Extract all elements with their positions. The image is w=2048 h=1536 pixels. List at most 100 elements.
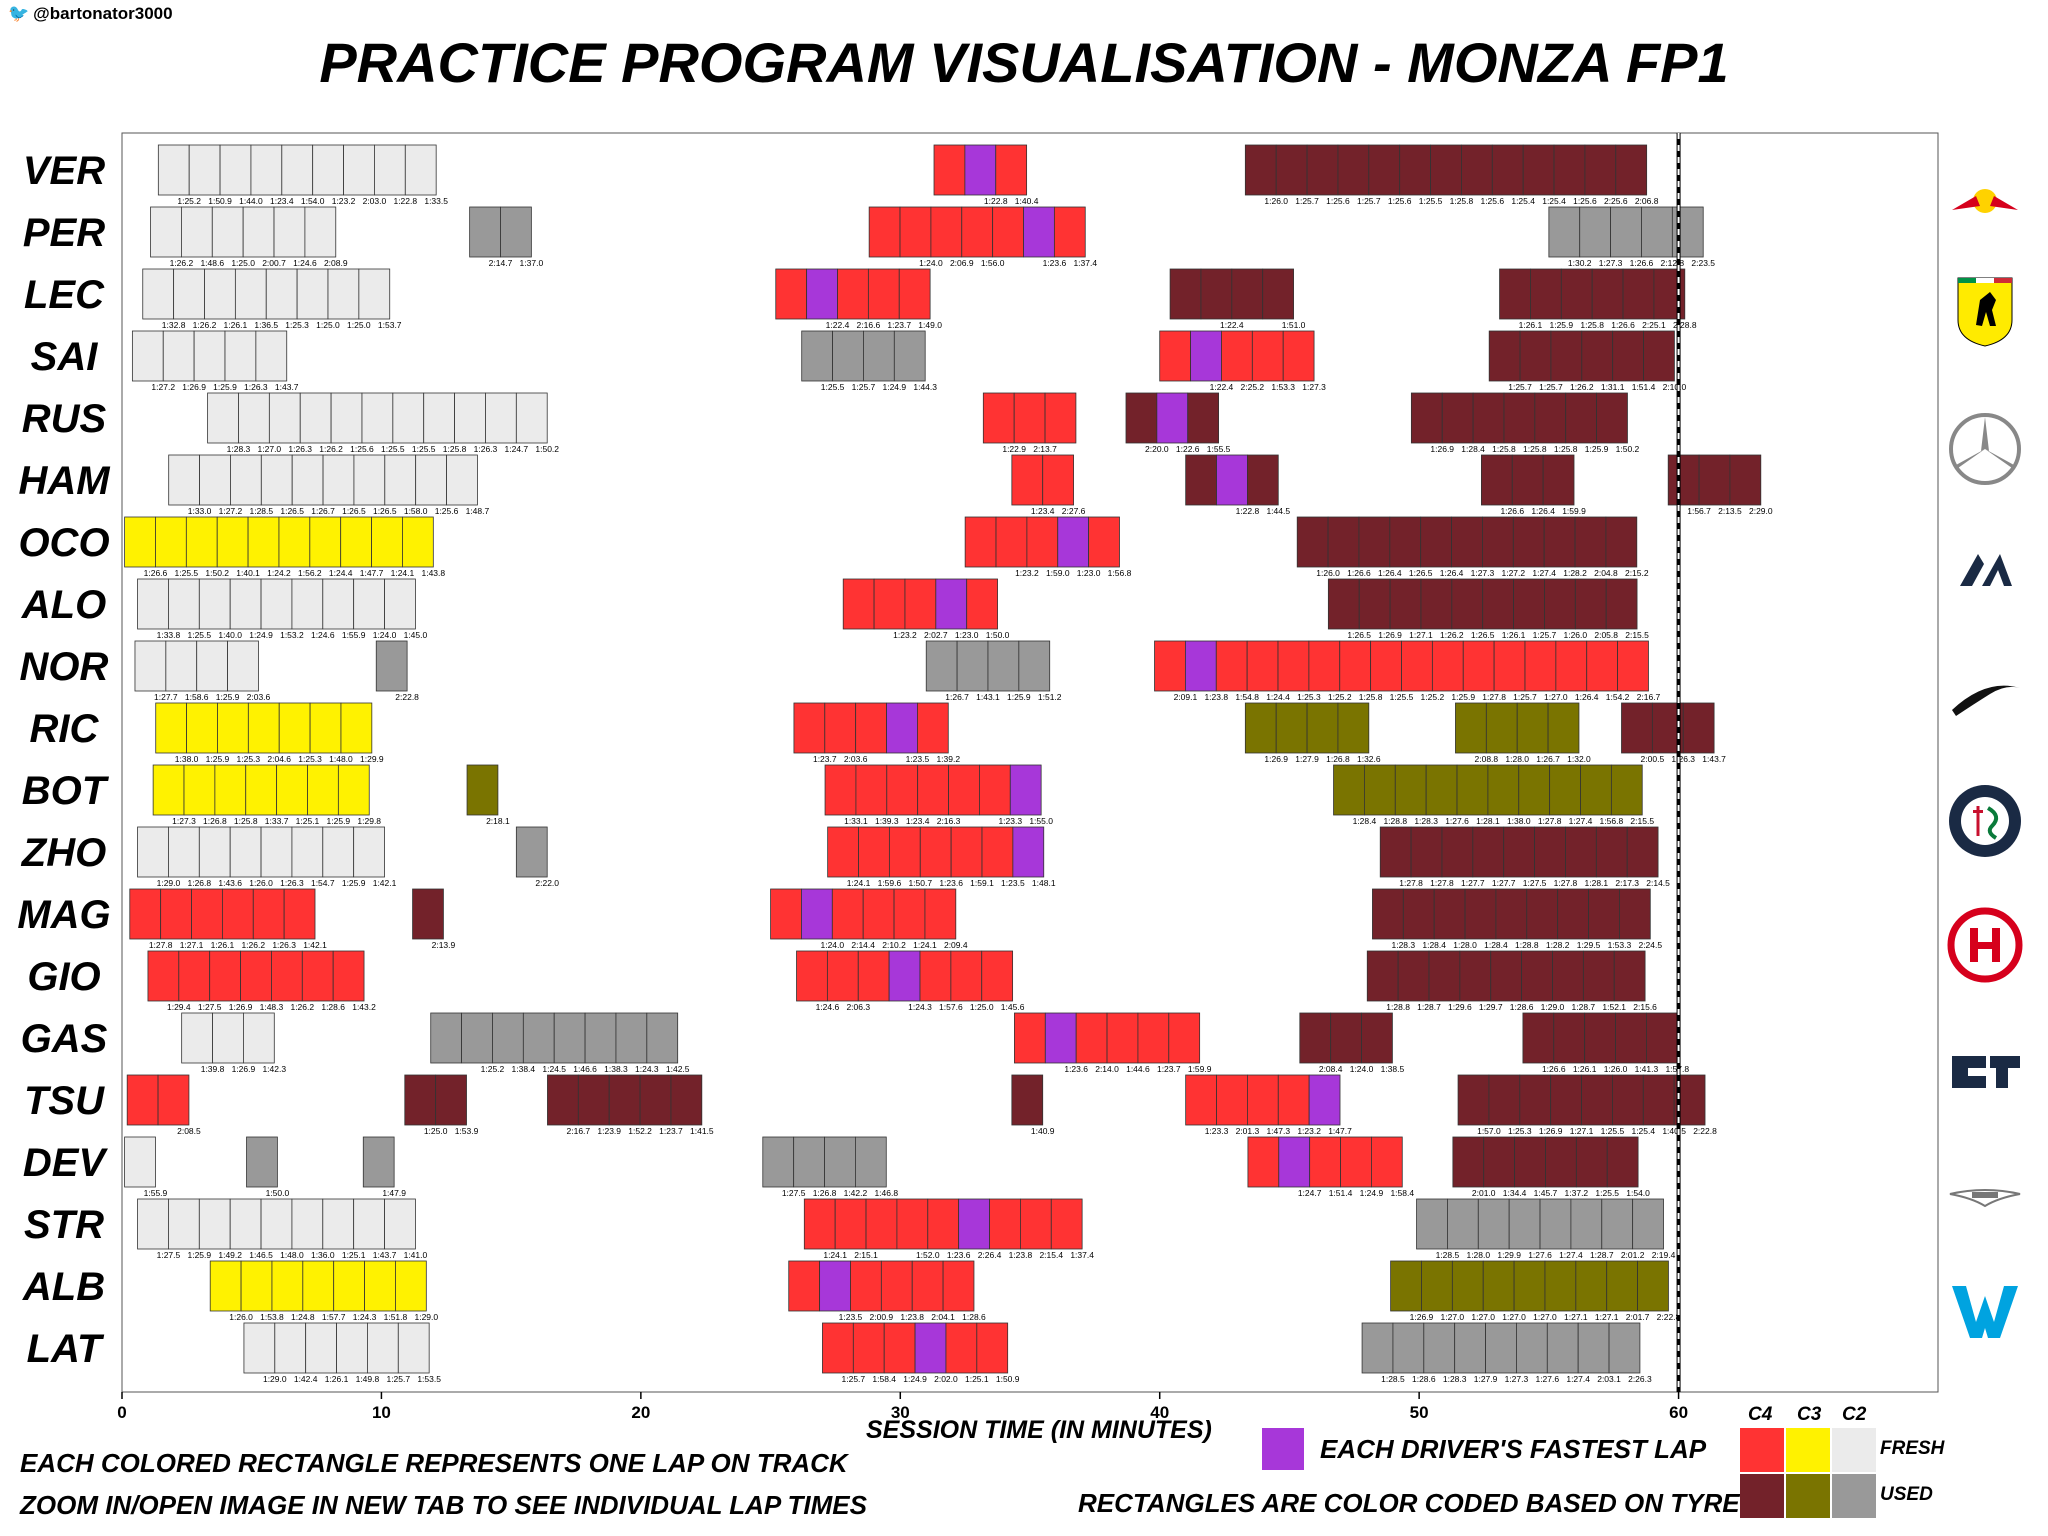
lap-rect <box>309 516 342 568</box>
lap-time-label: 1:56.8 <box>1600 816 1624 826</box>
lap-time-label: 1:47.7 <box>1328 1126 1352 1136</box>
lap-time-label: 2:22.8 <box>1657 1312 1681 1322</box>
lap-rect <box>276 764 308 816</box>
lap-rect <box>152 764 185 816</box>
lap-rect <box>322 578 355 630</box>
lap-time-label: 2:09.1 <box>1174 692 1198 702</box>
lap-time-label: 1:43.8 <box>421 568 445 578</box>
lap-rect <box>553 1012 586 1064</box>
x-tick-label: 10 <box>372 1403 391 1422</box>
lap-time-label: 1:53.8 <box>260 1312 284 1322</box>
lap-time-label: 1:28.4 <box>1484 940 1508 950</box>
lap-time-label: 1:42.1 <box>373 878 397 888</box>
lap-rect <box>1416 1198 1448 1250</box>
lap-time-label: 1:26.4 <box>1531 506 1555 516</box>
lap-rect <box>1584 144 1617 196</box>
lap-time-label: 1:22.8 <box>393 196 417 206</box>
lap-time-label: 1:27.5 <box>157 1250 181 1260</box>
lap-rect <box>822 1322 854 1374</box>
lap-rect <box>375 640 408 692</box>
lap-time-label: 1:22.4 <box>826 320 850 330</box>
lap-rect <box>299 392 332 444</box>
lap-rect <box>492 1012 524 1064</box>
lap-rect <box>886 764 919 816</box>
lap-time-label: 1:25.8 <box>1554 444 1578 454</box>
lap-time-label: 1:38.3 <box>604 1064 628 1074</box>
lap-rect <box>1379 826 1412 878</box>
driver-label: OCO <box>18 521 109 565</box>
lap-time-label: 1:25.9 <box>206 754 230 764</box>
lap-time-label: 1:26.5 <box>1347 630 1371 640</box>
lap-rect <box>831 888 864 940</box>
lap-time-label: 1:24.8 <box>291 1312 315 1322</box>
lap-rect <box>1451 1260 1484 1312</box>
lap-rect <box>1488 330 1521 382</box>
lap-time-label: 1:26.2 <box>193 320 217 330</box>
alfa-romeo-logo <box>1949 785 2021 857</box>
lap-time-label: 1:25.6 <box>1480 196 1504 206</box>
tyre-legend-grid <box>1740 1428 1878 1518</box>
lap-time-label: 1:25.7 <box>842 1374 866 1384</box>
lap-time-label: 1:55.9 <box>342 630 366 640</box>
lap-rect <box>1514 1136 1546 1188</box>
lap-rect <box>896 1198 929 1250</box>
twitter-bird-icon: 🐦 <box>8 4 30 23</box>
lap-rect <box>1544 1260 1577 1312</box>
lap-rect <box>515 826 548 878</box>
lap-rect <box>301 950 334 1002</box>
lap-time-label: 1:28.1 <box>1585 878 1609 888</box>
lap-rect <box>1512 516 1545 568</box>
lap-rect <box>1431 640 1464 692</box>
lap-rect <box>224 330 257 382</box>
lap-rect <box>1477 1198 1510 1250</box>
lap-rect <box>1358 516 1391 568</box>
lap-time-label: 1:28.4 <box>1353 816 1377 826</box>
legend-swatch-c3-used <box>1786 1474 1830 1518</box>
lap-time-label: 1:26.4 <box>1378 568 1402 578</box>
lap-rect <box>803 1198 836 1250</box>
lap-time-label: 1:23.2 <box>332 196 356 206</box>
lap-time-label: 1:27.1 <box>1570 1126 1594 1136</box>
lap-time-label: 1:27.8 <box>1482 692 1506 702</box>
lap-time-label: 2:22.8 <box>1693 1126 1717 1136</box>
lap-rect <box>260 826 293 878</box>
lap-time-label: 1:25.0 <box>316 320 340 330</box>
lap-rect <box>1454 1322 1486 1374</box>
lap-rect <box>1667 454 1700 506</box>
lap-rect <box>137 826 169 878</box>
lap-time-label: 1:24.1 <box>823 1250 847 1260</box>
lap-rect <box>322 454 355 506</box>
lap-time-label: 1:24.2 <box>267 568 291 578</box>
lap-rect <box>1337 702 1370 754</box>
lap-rect <box>271 1260 304 1312</box>
driver-label: RUS <box>22 397 107 441</box>
lap-time-label: 1:27.6 <box>1535 1374 1559 1384</box>
lap-rect <box>1524 640 1557 692</box>
lap-time-label: 1:27.8 <box>1399 878 1423 888</box>
lap-time-label: 1:25.6 <box>1573 196 1597 206</box>
lap-time-label: 1:25.3 <box>1297 692 1321 702</box>
lap-rect <box>1106 1012 1139 1064</box>
lap-rect <box>1459 950 1492 1002</box>
lap-rect <box>1550 330 1583 382</box>
lap-time-label: 1:23.2 <box>1015 568 1039 578</box>
x-tick-label: 40 <box>1150 1403 1169 1422</box>
lap-rect <box>281 144 314 196</box>
lap-time-label: 1:26.5 <box>342 506 366 516</box>
lap-time-label: 1:26.7 <box>311 506 335 516</box>
lap-time-label: 1:42.1 <box>303 940 327 950</box>
lap-time-label: 1:27.6 <box>1528 1250 1552 1260</box>
lap-time-label: 1:44.0 <box>239 196 263 206</box>
lap-rect <box>1327 516 1360 568</box>
lap-rect <box>1154 640 1186 692</box>
lap-time-label: 1:47.7 <box>360 568 384 578</box>
lap-rect <box>911 1260 944 1312</box>
lap-time-label: 1:29.0 <box>414 1312 438 1322</box>
lap-time-label: 1:28.7 <box>1590 1250 1614 1260</box>
lap-time-label: 1:51.2 <box>1038 692 1062 702</box>
lap-rect <box>193 330 226 382</box>
lap-time-label: 1:27.2 <box>1501 568 1525 578</box>
lap-rect <box>358 268 391 320</box>
lap-rect <box>243 1012 275 1064</box>
lap-rect <box>834 1198 867 1250</box>
